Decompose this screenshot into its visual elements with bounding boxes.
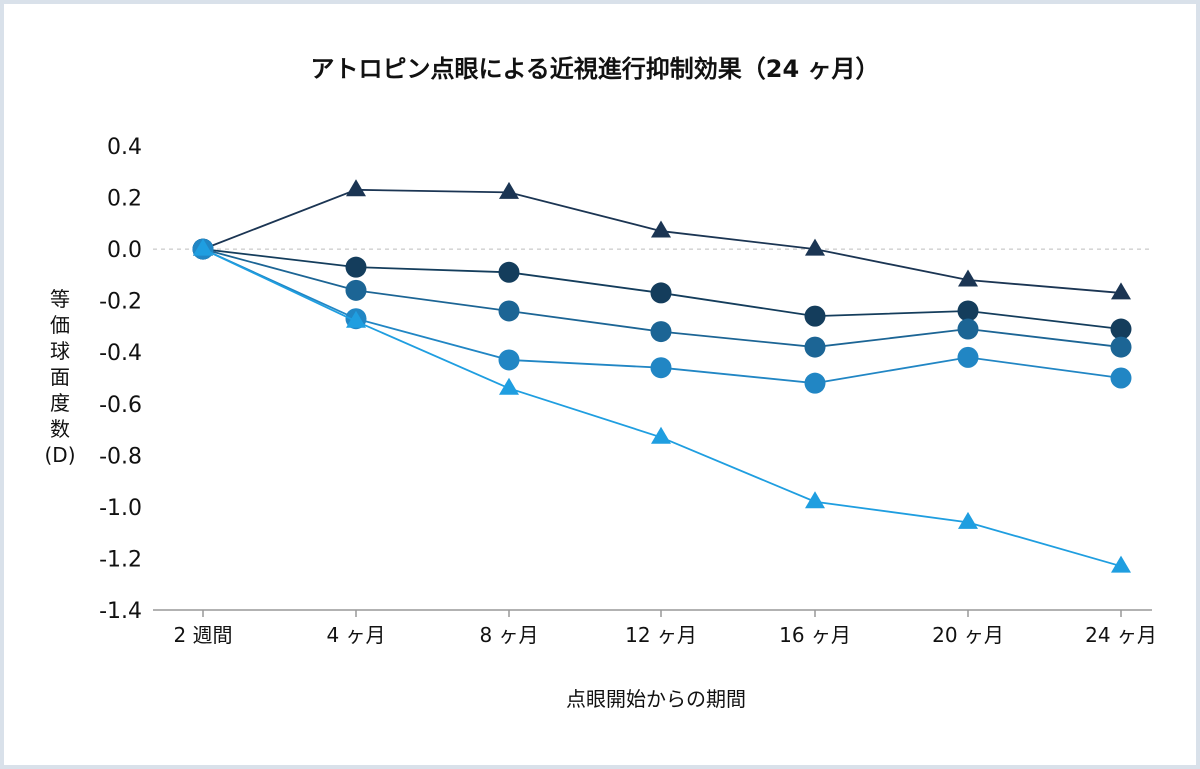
x-axis-ticks: 2 週間 4 ヶ月 8 ヶ月 12 ヶ月 16 ヶ月 20 ヶ月 24 ヶ月 <box>173 610 1157 647</box>
data-point <box>804 336 826 358</box>
y-tick-label: 0.2 <box>107 187 142 212</box>
x-tick-label: 20 ヶ月 <box>932 623 1004 647</box>
data-point <box>1111 555 1131 573</box>
data-point <box>1111 282 1131 300</box>
data-point <box>805 491 825 509</box>
data-point <box>957 346 979 368</box>
data-point <box>346 179 366 197</box>
data-point <box>651 220 671 238</box>
data-point <box>498 261 520 283</box>
chart-title: アトロピン点眼による近視進行抑制効果（24 ヶ月） <box>310 55 879 83</box>
y-tick-label: -0.2 <box>99 290 142 315</box>
y-axis-label-char: 面 <box>50 365 70 389</box>
y-tick-label: -0.6 <box>99 393 142 418</box>
x-tick-label: 16 ヶ月 <box>779 623 851 647</box>
data-point <box>498 300 520 322</box>
y-axis-label-char: 等 <box>50 287 70 311</box>
data-point <box>650 282 672 304</box>
data-point <box>498 349 520 371</box>
y-axis-label-char: 度 <box>50 391 70 415</box>
y-tick-label: 0.0 <box>107 238 142 263</box>
data-point <box>499 377 519 395</box>
data-point <box>1110 318 1132 340</box>
data-point <box>805 238 825 256</box>
x-tick-label: 8 ヶ月 <box>479 623 538 647</box>
y-axis-label-char: 数 <box>50 417 70 441</box>
data-point <box>651 426 671 444</box>
data-point <box>193 238 213 256</box>
y-tick-label: -0.4 <box>99 341 142 366</box>
y-tick-label: 0.4 <box>107 135 142 160</box>
y-axis-ticks: 0.4 0.2 0.0 -0.2 -0.4 -0.6 -0.8 -1.0 -1.2 -1.4 <box>99 135 142 624</box>
y-axis-label-char: 球 <box>50 339 70 363</box>
data-point <box>1110 367 1132 389</box>
series-4 <box>192 238 1132 394</box>
data-point <box>346 310 366 328</box>
data-point <box>804 305 826 327</box>
x-axis-label: 点眼開始からの期間 <box>566 687 746 711</box>
y-tick-label: -1.4 <box>99 599 142 624</box>
y-tick-label: -0.8 <box>99 444 142 469</box>
data-point <box>345 279 367 301</box>
y-tick-label: -1.0 <box>99 496 142 521</box>
data-point <box>957 300 979 322</box>
series-layer <box>192 179 1132 573</box>
data-point <box>957 318 979 340</box>
data-point <box>958 511 978 529</box>
data-point <box>958 269 978 287</box>
axes <box>153 248 1152 611</box>
x-tick-label: 24 ヶ月 <box>1085 623 1157 647</box>
data-point <box>345 256 367 278</box>
series-1 <box>193 179 1131 300</box>
y-axis-label-char: 価 <box>50 313 70 337</box>
series-line <box>202 188 1122 294</box>
series-5 <box>193 238 1131 573</box>
x-tick-label: 12 ヶ月 <box>625 623 697 647</box>
data-point <box>804 372 826 394</box>
data-point <box>650 357 672 379</box>
data-point <box>1110 336 1132 358</box>
x-tick-label: 2 週間 <box>173 623 232 647</box>
data-point <box>499 181 519 199</box>
y-axis-label-char: (D) <box>44 443 75 467</box>
data-point <box>650 321 672 343</box>
y-tick-label: -1.2 <box>99 547 142 572</box>
x-tick-label: 4 ヶ月 <box>326 623 385 647</box>
